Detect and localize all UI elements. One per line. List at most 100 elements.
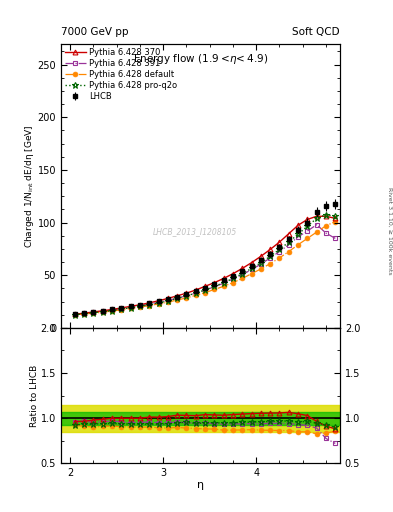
Pythia 6.428 default <box>184 295 189 301</box>
Pythia 6.428 391 <box>231 276 235 282</box>
Pythia 6.428 default <box>193 292 198 298</box>
Pythia 6.428 default <box>101 309 105 315</box>
Pythia 6.428 default <box>138 304 142 310</box>
Pythia 6.428 370 <box>240 265 244 271</box>
Legend: Pythia 6.428 370, Pythia 6.428 391, Pythia 6.428 default, Pythia 6.428 pro-q2o, : Pythia 6.428 370, Pythia 6.428 391, Pyth… <box>63 46 179 103</box>
Pythia 6.428 370 <box>82 310 86 316</box>
Text: 7000 GeV pp: 7000 GeV pp <box>61 27 129 37</box>
Pythia 6.428 370 <box>147 300 152 306</box>
Pythia 6.428 default <box>156 301 161 307</box>
Line: Pythia 6.428 370: Pythia 6.428 370 <box>72 214 338 316</box>
Pythia 6.428 pro-q2o <box>212 283 217 289</box>
Pythia 6.428 default <box>110 308 114 314</box>
Text: Energy flow $(1.9<\!\eta\!<4.9)$: Energy flow $(1.9<\!\eta\!<4.9)$ <box>133 52 268 66</box>
Pythia 6.428 391 <box>286 242 291 248</box>
Pythia 6.428 pro-q2o <box>128 305 133 311</box>
Pythia 6.428 370 <box>175 293 180 299</box>
Pythia 6.428 391 <box>147 301 152 307</box>
Pythia 6.428 391 <box>128 304 133 310</box>
Pythia 6.428 370 <box>212 280 217 286</box>
Pythia 6.428 391 <box>305 228 310 234</box>
Pythia 6.428 391 <box>249 266 254 272</box>
Pythia 6.428 391 <box>203 287 208 293</box>
Pythia 6.428 370 <box>91 309 96 315</box>
Pythia 6.428 370 <box>314 213 319 219</box>
Pythia 6.428 pro-q2o <box>73 312 77 318</box>
Pythia 6.428 pro-q2o <box>259 260 263 266</box>
Pythia 6.428 370 <box>128 303 133 309</box>
Pythia 6.428 370 <box>193 287 198 293</box>
Line: Pythia 6.428 default: Pythia 6.428 default <box>72 219 338 317</box>
Pythia 6.428 370 <box>221 275 226 282</box>
Pythia 6.428 391 <box>333 236 338 242</box>
Pythia 6.428 370 <box>259 253 263 260</box>
Pythia 6.428 pro-q2o <box>110 308 114 314</box>
Pythia 6.428 370 <box>323 213 328 219</box>
Pythia 6.428 391 <box>101 308 105 314</box>
Y-axis label: Ratio to LHCB: Ratio to LHCB <box>30 365 39 427</box>
Pythia 6.428 370 <box>249 260 254 266</box>
Pythia 6.428 default <box>119 307 124 313</box>
Pythia 6.428 default <box>277 255 282 261</box>
Pythia 6.428 pro-q2o <box>175 295 180 302</box>
Pythia 6.428 391 <box>110 307 114 313</box>
Pythia 6.428 370 <box>184 290 189 296</box>
Pythia 6.428 pro-q2o <box>119 306 124 312</box>
Pythia 6.428 pro-q2o <box>184 293 189 299</box>
Pythia 6.428 default <box>286 248 291 254</box>
Pythia 6.428 391 <box>296 234 301 240</box>
Pythia 6.428 391 <box>175 295 180 301</box>
Pythia 6.428 370 <box>268 246 273 252</box>
Pythia 6.428 default <box>147 303 152 309</box>
Pythia 6.428 370 <box>305 217 310 223</box>
Pythia 6.428 pro-q2o <box>101 309 105 315</box>
Pythia 6.428 pro-q2o <box>138 303 142 309</box>
Pythia 6.428 370 <box>277 239 282 245</box>
Pythia 6.428 370 <box>296 222 301 228</box>
Pythia 6.428 391 <box>212 284 217 290</box>
Pythia 6.428 default <box>82 311 86 317</box>
Pythia 6.428 default <box>314 229 319 235</box>
Pythia 6.428 391 <box>73 311 77 317</box>
Pythia 6.428 default <box>175 297 180 303</box>
Text: Soft QCD: Soft QCD <box>292 27 340 37</box>
Line: Pythia 6.428 391: Pythia 6.428 391 <box>72 222 338 316</box>
Pythia 6.428 pro-q2o <box>203 287 208 293</box>
Pythia 6.428 pro-q2o <box>240 271 244 277</box>
Text: LHCB_2013_I1208105: LHCB_2013_I1208105 <box>153 227 237 236</box>
Pythia 6.428 pro-q2o <box>314 216 319 222</box>
Pythia 6.428 default <box>323 223 328 229</box>
Pythia 6.428 pro-q2o <box>333 213 338 219</box>
Pythia 6.428 pro-q2o <box>231 275 235 282</box>
Pythia 6.428 default <box>296 242 301 248</box>
Pythia 6.428 391 <box>277 248 282 254</box>
Pythia 6.428 pro-q2o <box>156 300 161 306</box>
Pythia 6.428 default <box>249 271 254 277</box>
Pythia 6.428 391 <box>268 255 273 261</box>
Pythia 6.428 pro-q2o <box>268 253 273 260</box>
Pythia 6.428 370 <box>119 305 124 311</box>
Pythia 6.428 391 <box>193 290 198 296</box>
X-axis label: η: η <box>197 480 204 489</box>
Pythia 6.428 default <box>203 290 208 296</box>
Pythia 6.428 370 <box>165 295 170 302</box>
Pythia 6.428 391 <box>323 230 328 236</box>
Pythia 6.428 pro-q2o <box>147 302 152 308</box>
Pythia 6.428 370 <box>138 302 142 308</box>
Pythia 6.428 pro-q2o <box>193 290 198 296</box>
Pythia 6.428 391 <box>165 297 170 304</box>
Pythia 6.428 391 <box>240 272 244 278</box>
Pythia 6.428 default <box>128 305 133 311</box>
Pythia 6.428 370 <box>333 216 338 222</box>
Bar <box>61 404 340 432</box>
Pythia 6.428 391 <box>314 222 319 228</box>
Pythia 6.428 default <box>305 236 310 242</box>
Pythia 6.428 391 <box>156 300 161 306</box>
Pythia 6.428 370 <box>203 283 208 289</box>
Pythia 6.428 default <box>221 283 226 289</box>
Pythia 6.428 391 <box>184 293 189 299</box>
Pythia 6.428 391 <box>138 303 142 309</box>
Pythia 6.428 pro-q2o <box>82 311 86 317</box>
Pythia 6.428 default <box>231 280 235 286</box>
Bar <box>61 412 340 424</box>
